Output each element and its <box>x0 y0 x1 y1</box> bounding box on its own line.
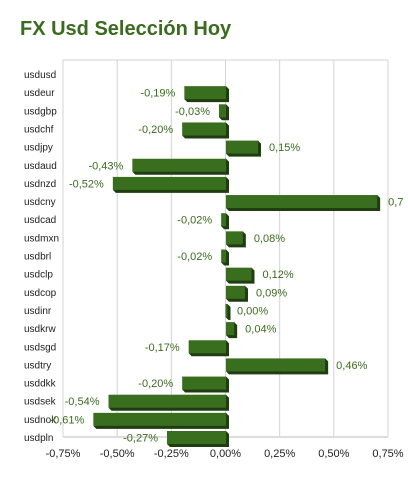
value-label-usdeur: -0,19% <box>140 88 175 100</box>
bar-usdcad <box>221 213 226 227</box>
category-label-usdpln: usdpln <box>24 433 53 444</box>
bar-usdjpy <box>226 140 258 154</box>
category-label-usdnzd: usdnzd <box>24 179 56 190</box>
bar-usdcny <box>226 195 378 209</box>
bar-usdpln <box>167 431 226 444</box>
value-label-usddkk: -0,20% <box>138 378 173 390</box>
category-label-usdsek: usdsek <box>24 397 57 408</box>
value-label-usdcop: 0,09% <box>256 287 287 299</box>
x-tick-label-1: -0,50% <box>100 448 135 460</box>
bar-usdsgd <box>188 340 226 354</box>
category-label-usdjpy: usdjpy <box>24 143 53 154</box>
value-label-usdinr: 0,00% <box>237 305 268 317</box>
value-label-usdtry: 0,46% <box>336 360 367 372</box>
category-label-usdclp: usdclp <box>24 270 53 281</box>
value-label-usdcad: -0,02% <box>177 215 212 227</box>
chart-title: FX Usd Selección Hoy <box>20 18 232 40</box>
value-label-usdkrw: 0,04% <box>245 324 276 336</box>
x-tick-label-3: 0,00% <box>210 448 241 460</box>
value-labels: -0,19%-0,03%-0,20%0,15%-0,43%-0,52%0,7-0… <box>49 88 403 445</box>
bar-usdkrw <box>226 322 235 336</box>
x-tick-label-6: 0,75% <box>372 448 403 460</box>
category-label-usdinr: usdinr <box>24 306 52 317</box>
category-label-usdgbp: usdgbp <box>24 106 57 117</box>
bars <box>93 86 381 447</box>
value-label-usdjpy: 0,15% <box>269 142 300 154</box>
category-labels: usdusd usdeur usdgbp usdchf usdjpy usdaud usdn… <box>24 70 59 444</box>
value-label-usdsgd: -0,17% <box>145 342 180 354</box>
value-label-usdpln: -0,27% <box>123 433 158 445</box>
bar-usdgbp <box>219 104 226 118</box>
x-tick-label-4: 0,25% <box>264 448 295 460</box>
bar-usdchf <box>182 122 226 136</box>
x-tick-label-5: 0,50% <box>318 448 349 460</box>
bar-usdaud <box>132 158 226 172</box>
category-label-usdnok: usdnok <box>24 415 57 426</box>
value-label-usdnzd: -0,52% <box>69 178 104 190</box>
category-label-usdtry: usdtry <box>24 360 51 371</box>
category-label-usdkrw: usdkrw <box>24 324 56 335</box>
bar-usdinr <box>225 303 228 317</box>
bar-usdclp <box>226 267 252 281</box>
value-label-usdsek: -0,54% <box>65 396 100 408</box>
bar-usdtry <box>226 358 326 372</box>
x-tick-label-2: -0,25% <box>154 448 189 460</box>
value-label-usdnok: -0,61% <box>49 414 84 426</box>
category-label-usdsgd: usdsgd <box>24 342 56 353</box>
category-label-usdcop: usdcop <box>24 288 57 299</box>
x-tick-labels: -0,75% -0,50% -0,25% 0,00% 0,25% 0,50% 0,75% <box>46 448 404 460</box>
category-label-usdchf: usdchf <box>24 124 54 135</box>
value-label-usdaud: -0,43% <box>88 160 123 172</box>
value-label-usdbrl: -0,02% <box>177 251 212 263</box>
category-label-usdusd: usdusd <box>24 70 56 81</box>
category-label-usdcny: usdcny <box>24 197 56 208</box>
bar-usddkk <box>182 376 226 390</box>
bar-usdsek <box>108 394 226 408</box>
category-label-usdaud: usdaud <box>24 161 57 172</box>
value-label-usdcny: 0,7 <box>388 197 403 209</box>
category-label-usdbrl: usdbrl <box>24 252 51 263</box>
category-label-usdcad: usdcad <box>24 215 56 226</box>
bar-usdbrl <box>221 249 226 263</box>
category-label-usdeur: usdeur <box>24 88 55 99</box>
bar-usdcop <box>226 285 245 299</box>
x-tick-label-0: -0,75% <box>46 448 81 460</box>
value-label-usdchf: -0,20% <box>138 124 173 136</box>
category-label-usddkk: usddkk <box>24 379 57 390</box>
value-label-usdclp: 0,12% <box>263 269 294 281</box>
value-label-usdmxn: 0,08% <box>254 233 285 245</box>
bar-usdnok <box>93 412 226 426</box>
bar-usdmxn <box>226 231 243 245</box>
bar-usdeur <box>184 86 226 100</box>
bar-usdnzd <box>112 176 226 190</box>
category-label-usdmxn: usdmxn <box>24 233 59 244</box>
value-label-usdgbp: -0,03% <box>175 106 210 118</box>
